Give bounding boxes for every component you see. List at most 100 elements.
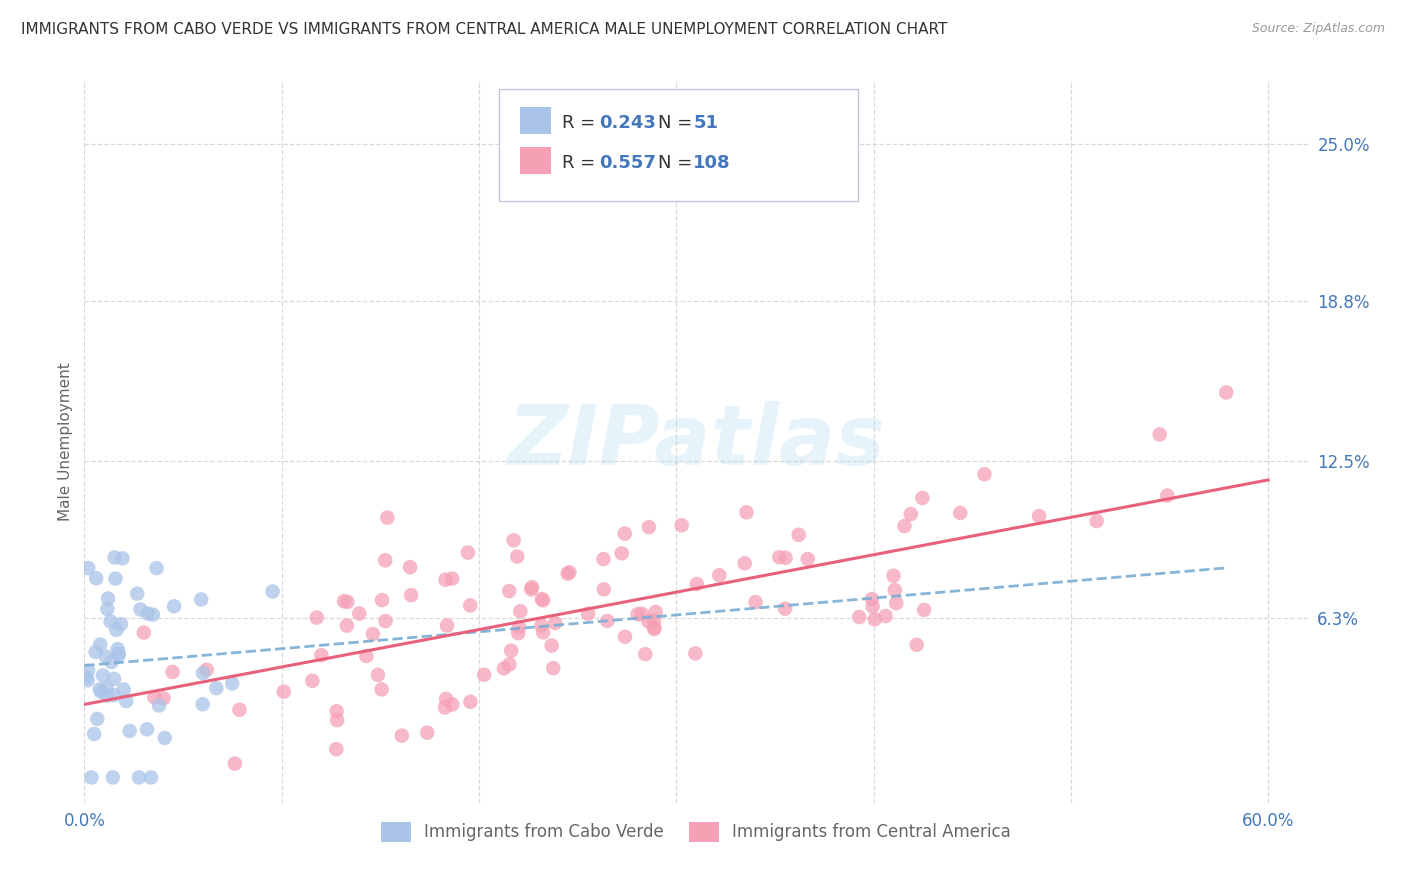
Point — [592, 552, 614, 566]
Point — [768, 550, 790, 565]
Point — [262, 584, 284, 599]
Point — [94, 649, 117, 664]
Point — [905, 638, 928, 652]
Point — [136, 723, 159, 737]
Point — [796, 552, 818, 566]
Point — [148, 698, 170, 713]
Point — [541, 661, 564, 675]
Point — [643, 621, 665, 635]
Point — [508, 626, 530, 640]
Point — [112, 682, 135, 697]
Point — [509, 604, 531, 618]
Legend: Immigrants from Cabo Verde, Immigrants from Central America: Immigrants from Cabo Verde, Immigrants f… — [374, 815, 1018, 848]
Point — [863, 612, 886, 626]
Point — [709, 568, 731, 582]
Point — [734, 556, 756, 570]
Point — [614, 630, 637, 644]
Point — [142, 607, 165, 622]
Text: 51: 51 — [693, 114, 718, 132]
Point — [775, 550, 797, 565]
Point — [502, 533, 524, 548]
Point — [132, 625, 155, 640]
Point — [101, 771, 124, 785]
Point — [139, 771, 162, 785]
Text: ZIPatlas: ZIPatlas — [508, 401, 884, 482]
Point — [115, 694, 138, 708]
Point — [100, 655, 122, 669]
Text: R =: R = — [562, 114, 602, 132]
Point — [643, 614, 665, 628]
Point — [195, 663, 218, 677]
Point — [630, 607, 652, 621]
Point — [326, 713, 349, 727]
Point — [347, 607, 370, 621]
Point — [860, 592, 883, 607]
Point — [84, 571, 107, 585]
Point — [441, 572, 464, 586]
Point — [610, 546, 633, 560]
Point — [685, 646, 707, 660]
Text: N =: N = — [658, 114, 697, 132]
Point — [596, 614, 619, 628]
Point — [472, 667, 495, 681]
Point — [118, 723, 141, 738]
Point — [884, 596, 907, 610]
Point — [492, 661, 515, 675]
Point — [875, 609, 897, 624]
Point — [191, 665, 214, 680]
Point — [190, 592, 212, 607]
Point — [434, 573, 457, 587]
Point — [128, 771, 150, 785]
Point — [89, 638, 111, 652]
Point — [637, 614, 659, 628]
Point — [76, 673, 98, 688]
Point — [638, 520, 661, 534]
Point — [634, 647, 657, 661]
Text: R =: R = — [562, 154, 602, 172]
Point — [457, 546, 479, 560]
Point — [96, 689, 118, 703]
Point — [433, 700, 456, 714]
Point — [325, 742, 347, 756]
Point — [498, 657, 520, 672]
Text: IMMIGRANTS FROM CABO VERDE VS IMMIGRANTS FROM CENTRAL AMERICA MALE UNEMPLOYMENT : IMMIGRANTS FROM CABO VERDE VS IMMIGRANTS… — [21, 22, 948, 37]
Point — [973, 467, 995, 482]
Point — [105, 623, 128, 637]
Point — [107, 642, 129, 657]
Point — [370, 682, 392, 697]
Point — [911, 491, 934, 505]
Y-axis label: Male Unemployment: Male Unemployment — [58, 362, 73, 521]
Point — [325, 704, 347, 718]
Point — [1085, 514, 1108, 528]
Point — [557, 566, 579, 581]
Point — [900, 507, 922, 521]
Point — [434, 692, 457, 706]
Point — [671, 518, 693, 533]
Point — [107, 647, 129, 661]
Point — [544, 615, 567, 630]
Point — [592, 582, 614, 597]
Point — [191, 697, 214, 711]
Text: Source: ZipAtlas.com: Source: ZipAtlas.com — [1251, 22, 1385, 36]
Point — [143, 690, 166, 705]
Point — [96, 681, 118, 696]
Point — [80, 771, 103, 785]
Point — [107, 648, 129, 662]
Point — [1149, 427, 1171, 442]
Point — [441, 698, 464, 712]
Point — [356, 648, 378, 663]
Point — [399, 588, 422, 602]
Point — [506, 549, 529, 564]
Point — [91, 668, 114, 682]
Point — [1156, 489, 1178, 503]
Point — [305, 610, 328, 624]
Point — [89, 682, 111, 697]
Point — [949, 506, 972, 520]
Point — [374, 614, 396, 628]
Point — [145, 561, 167, 575]
Point — [221, 676, 243, 690]
Point — [162, 665, 184, 679]
Point — [643, 622, 665, 636]
Point — [848, 610, 870, 624]
Point — [311, 648, 333, 663]
